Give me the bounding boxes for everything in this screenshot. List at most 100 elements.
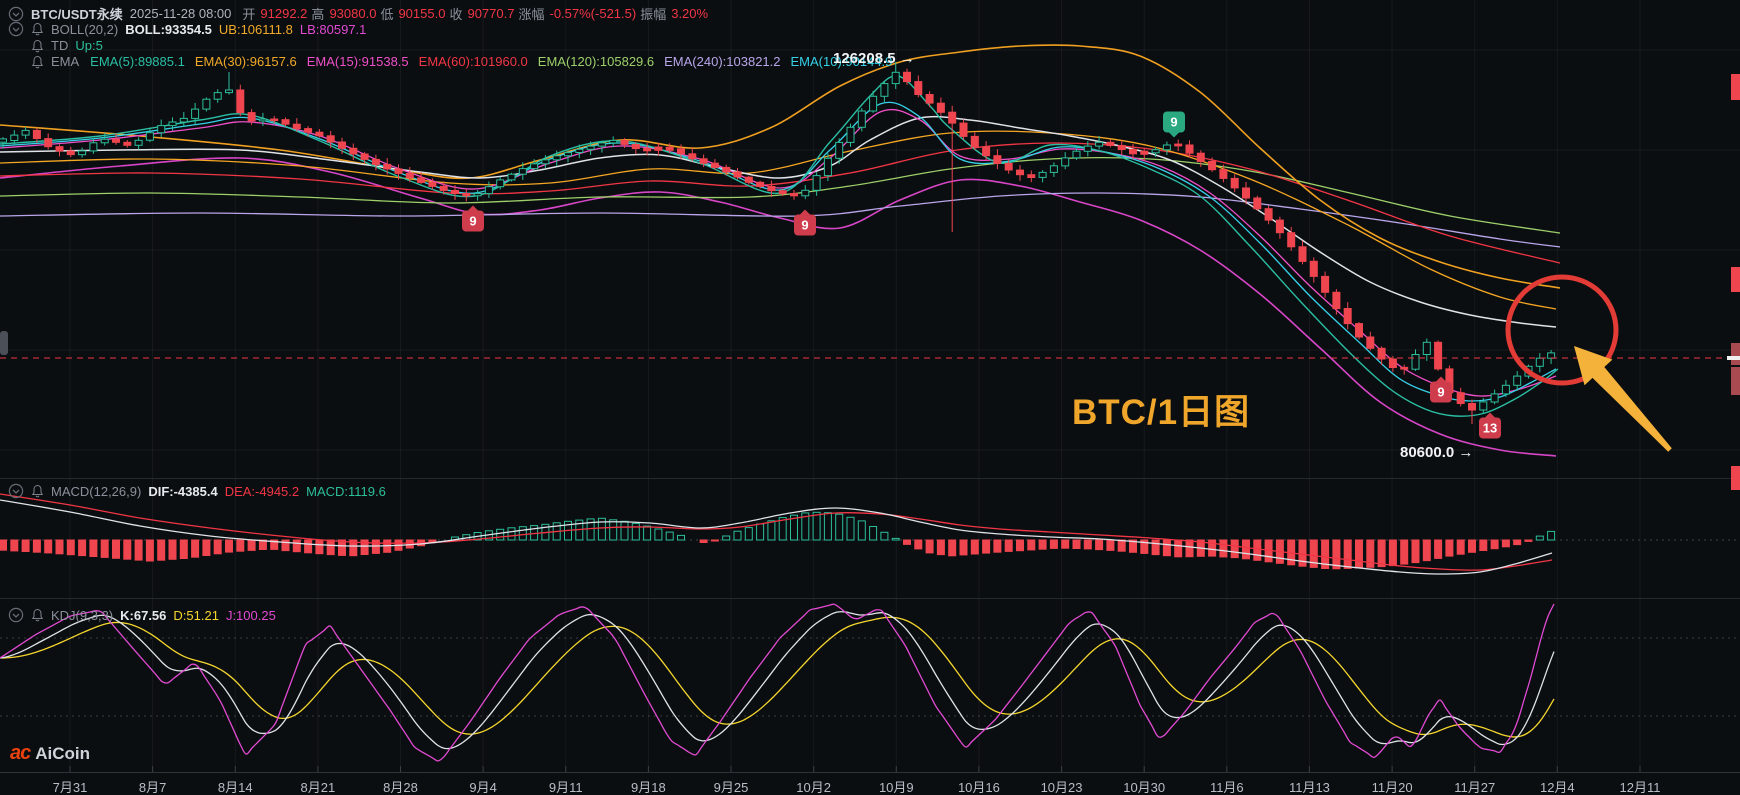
kdj-panel (0, 603, 1555, 762)
time-axis-label: 11月27 (1454, 780, 1496, 795)
overlay-lines (0, 44, 1561, 457)
time-axis-label: 8月7 (138, 780, 167, 795)
macd-name[interactable]: MACD(12,26,9) (51, 483, 142, 499)
ema-value: EMA(10):90144.9 (790, 54, 893, 69)
kdj-k-line (0, 611, 1555, 750)
collapse-chevron-icon[interactable] (8, 21, 24, 37)
time-axis-label: 8月14 (217, 780, 253, 795)
td-count-badge: 9 (462, 210, 484, 232)
time-axis-label: 10月23 (1040, 780, 1083, 795)
line-ema-5 (0, 75, 1559, 417)
kdj-j-value: J:100.25 (225, 607, 276, 623)
ema-value: EMA(120):105829.6 (537, 54, 655, 69)
macd-dea-value: DEA:-4945.2 (224, 483, 300, 499)
kdj-d-value: D:51.21 (173, 607, 219, 623)
macd-panel (0, 493, 1556, 575)
kdj-d-line (0, 616, 1555, 738)
highlight-arrow-annotation (1574, 346, 1672, 452)
ohlc-label: 涨幅 (518, 7, 545, 22)
collapse-chevron-icon[interactable] (8, 483, 24, 499)
gridlines (0, 0, 1740, 772)
line-ema-30 (0, 130, 1557, 310)
ohlc-label: 低 (380, 7, 394, 22)
ema-values: EMA(5):89885.1 EMA(30):96157.6 EMA(15):915… (90, 54, 892, 69)
collapse-chevron-icon[interactable] (8, 607, 24, 623)
line-ema-240 (0, 192, 1561, 248)
time-axis-label: 8月21 (300, 780, 336, 795)
boll-name[interactable]: BOLL(20,2) (51, 21, 119, 37)
macd-indicator-row: MACD(12,26,9) DIF:-4385.4 DEA:-4945.2 MA… (8, 483, 386, 499)
ohlc-label: 振幅 (640, 7, 667, 22)
line-boll-lb (0, 157, 1557, 457)
candles (0, 62, 1556, 424)
ohlc-values: 开 91292.2 高 93080.0 低 90155.0 收 90770.7 涨幅 -0.57%… (238, 4, 708, 23)
right-price-badges (1727, 74, 1740, 490)
time-axis-label: 7月31 (52, 780, 88, 795)
time-axis-label: 10月9 (878, 780, 914, 795)
alert-bell-icon[interactable] (31, 55, 44, 69)
ohlc-value: 93080.0 (329, 6, 377, 21)
boll-ub-value: UB:106111.8 (218, 21, 293, 37)
time-axis-label: 10月30 (1123, 780, 1166, 795)
alert-bell-icon[interactable] (31, 22, 44, 36)
aicoin-logo: ac AiCoin (10, 742, 90, 765)
aicoin-logo-mark: ac (10, 742, 31, 764)
symbol-header-row: BTC/USDT永续 2025-11-28 08:00 开 91292.2 高 930… (8, 4, 708, 23)
ohlc-value: -0.57%(-521.5) (549, 6, 637, 21)
time-axis-label: 11月20 (1371, 780, 1413, 795)
td-value: Up:5 (75, 38, 103, 53)
kdj-k-value: K:67.56 (120, 607, 167, 623)
ohlc-label: 高 (311, 7, 325, 22)
td-count-badge: 9 (1163, 111, 1185, 133)
boll-indicator-row: BOLL(20,2) BOLL:93354.5 UB:106111.8 LB:8… (8, 21, 366, 37)
td-indicator-row: TD Up:5 (31, 38, 103, 53)
ema-value: EMA(15):91538.5 (306, 54, 409, 69)
time-axis-label: 12月11 (1619, 780, 1661, 795)
line-ema-120 (0, 156, 1561, 234)
symbol-label[interactable]: BTC/USDT永续 (31, 7, 123, 22)
time-axis-label: 10月16 (957, 780, 1000, 795)
alert-bell-icon[interactable] (31, 39, 44, 53)
collapse-chevron-icon[interactable] (8, 6, 24, 22)
left-edge-handle (0, 331, 8, 355)
time-axis-label: 8月28 (383, 780, 418, 795)
kdj-j-line (0, 603, 1555, 762)
macd-dif-value: DIF:-4385.4 (148, 483, 218, 499)
ema-value: EMA(5):89885.1 (90, 54, 185, 69)
kdj-indicator-row: KDJ(9,3,3) K:67.56 D:51.21 J:100.25 (8, 607, 276, 623)
ohlc-value: 3.20% (671, 6, 709, 21)
ohlc-value: 91292.2 (260, 6, 308, 21)
lower-band-price-annotation: 80600.0 → (1400, 444, 1474, 461)
time-axis-label: 9月18 (631, 780, 666, 795)
ema-value: EMA(30):96157.6 (194, 54, 297, 69)
line-boll-ub (0, 44, 1561, 289)
ohlc-value: 90770.7 (467, 6, 515, 21)
time-axis-label: 12月4 (1539, 780, 1575, 795)
aicoin-logo-text: AiCoin (35, 743, 91, 763)
ohlc-label: 开 (242, 7, 256, 22)
line-ema-10 (0, 101, 1557, 402)
time-axis-label: 11月6 (1209, 780, 1244, 795)
boll-lb-value: LB:80597.1 (299, 21, 367, 37)
chart-watermark-title: BTC/1日图 (1072, 393, 1251, 432)
ema-value: EMA(240):103821.2 (664, 54, 781, 69)
alert-bell-icon[interactable] (31, 484, 44, 498)
peak-price-annotation: 126208.5 → (833, 50, 915, 67)
ema-indicator-row: EMA EMA(5):89885.1 EMA(30):96157.6 EMA(15)… (31, 54, 892, 69)
highlight-circle-annotation (1505, 274, 1619, 386)
kdj-name[interactable]: KDJ(9,3,3) (51, 607, 114, 623)
macd-dea-line (0, 493, 1553, 571)
alert-bell-icon[interactable] (31, 608, 44, 622)
boll-mid-value: BOLL:93354.5 (125, 21, 212, 37)
ema-name[interactable]: EMA (51, 54, 80, 69)
time-axis[interactable]: 7月31 8月7 8月14 8月21 8月28 9月4 9月11 9月18 9月25 10月2 10… (0, 772, 1740, 795)
line-ema-60 (0, 142, 1561, 264)
datetime-label: 2025-11-28 08:00 (129, 6, 232, 21)
time-axis-label: 9月25 (713, 780, 749, 795)
td-name[interactable]: TD (51, 38, 69, 53)
macd-dif-line (0, 499, 1553, 575)
td-count-badge: 13 (1479, 417, 1501, 439)
time-axis-label: 9月11 (548, 780, 583, 795)
